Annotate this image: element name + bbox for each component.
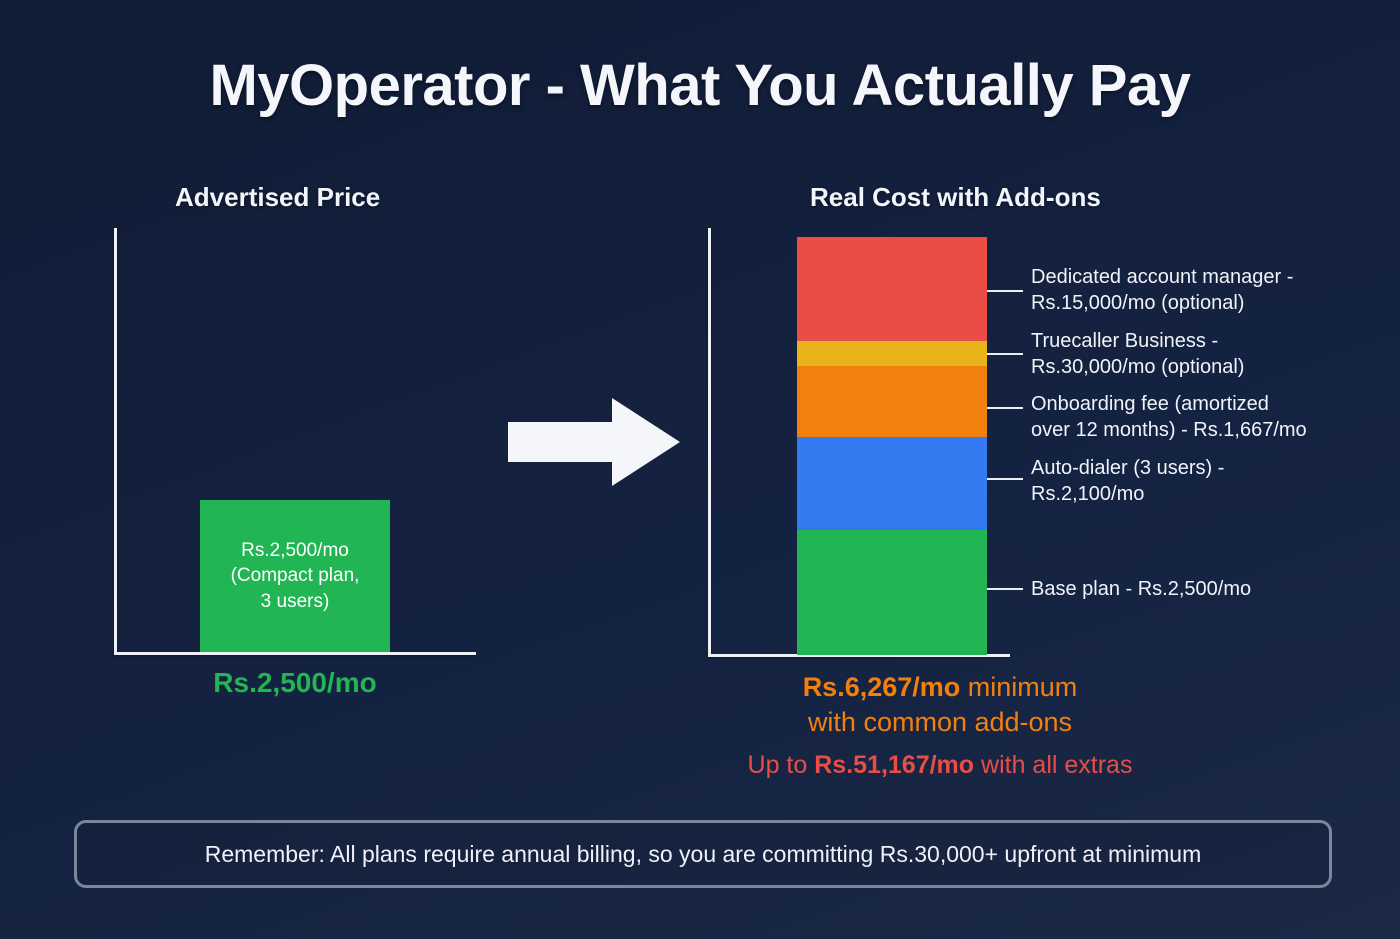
annotation-onboarding-fee: Onboarding fee (amortized over 12 months…: [1031, 393, 1307, 441]
leader-line-account-manager: [987, 290, 1023, 292]
real-cost-minimum-total: Rs.6,267/mo minimum with common add-ons: [660, 670, 1220, 739]
page-title: MyOperator - What You Actually Pay: [209, 53, 1191, 118]
advertised-price-bar-label: Rs.2,500/mo (Compact plan, 3 users): [230, 540, 360, 612]
annotation-base-plan: Base plan - Rs.2,500/mo: [1031, 578, 1252, 600]
real-cost-maximum-total: Up to Rs.51,167/mo with all extras: [660, 749, 1220, 781]
reminder-callout: Remember: All plans require annual billi…: [74, 820, 1332, 888]
right-chart-x-axis: [708, 654, 1010, 657]
annotation-truecaller-business: Truecaller Business - Rs.30,000/mo (opti…: [1031, 330, 1245, 378]
real-cost-minimum-amount: Rs.6,267/mo: [802, 672, 961, 702]
advertised-price-bar: Rs.2,500/mo (Compact plan, 3 users): [200, 500, 390, 652]
real-cost-maximum-amount: Rs.51,167/mo: [814, 751, 975, 780]
real-cost-maximum-prefix: Up to: [747, 751, 815, 780]
advertised-price-heading: Advertised Price: [175, 182, 381, 212]
real-cost-totals: Rs.6,267/mo minimum with common add-ons …: [660, 670, 1220, 781]
segment-onboarding-fee: [797, 366, 987, 437]
leader-line-auto-dialer: [987, 478, 1023, 480]
annotation-auto-dialer: Auto-dialer (3 users) - Rs.2,100/mo: [1031, 457, 1225, 505]
real-cost-maximum-suffix: with all extras: [974, 751, 1133, 780]
advertised-price-total: Rs.2,500/mo: [213, 667, 377, 698]
left-chart-y-axis: [114, 228, 117, 654]
reminder-callout-text: Remember: All plans require annual billi…: [204, 840, 1202, 867]
left-chart-x-axis: [114, 652, 476, 655]
real-cost-minimum-suffix: minimum with common add-ons: [807, 672, 1078, 737]
annotation-account-manager: Dedicated account manager - Rs.15,000/mo…: [1031, 266, 1294, 314]
segment-account-manager: [797, 237, 987, 341]
leader-line-base-plan: [987, 588, 1023, 590]
right-chart-y-axis: [708, 228, 711, 656]
right-arrow-icon: [508, 398, 680, 486]
segment-auto-dialer: [797, 437, 987, 530]
segment-truecaller-business: [797, 341, 987, 366]
real-cost-stacked-bar: [797, 237, 987, 655]
leader-line-onboarding-fee: [987, 407, 1023, 409]
leader-line-truecaller-business: [987, 353, 1023, 355]
segment-base-plan: [797, 530, 987, 655]
real-cost-heading: Real Cost with Add-ons: [810, 182, 1101, 212]
